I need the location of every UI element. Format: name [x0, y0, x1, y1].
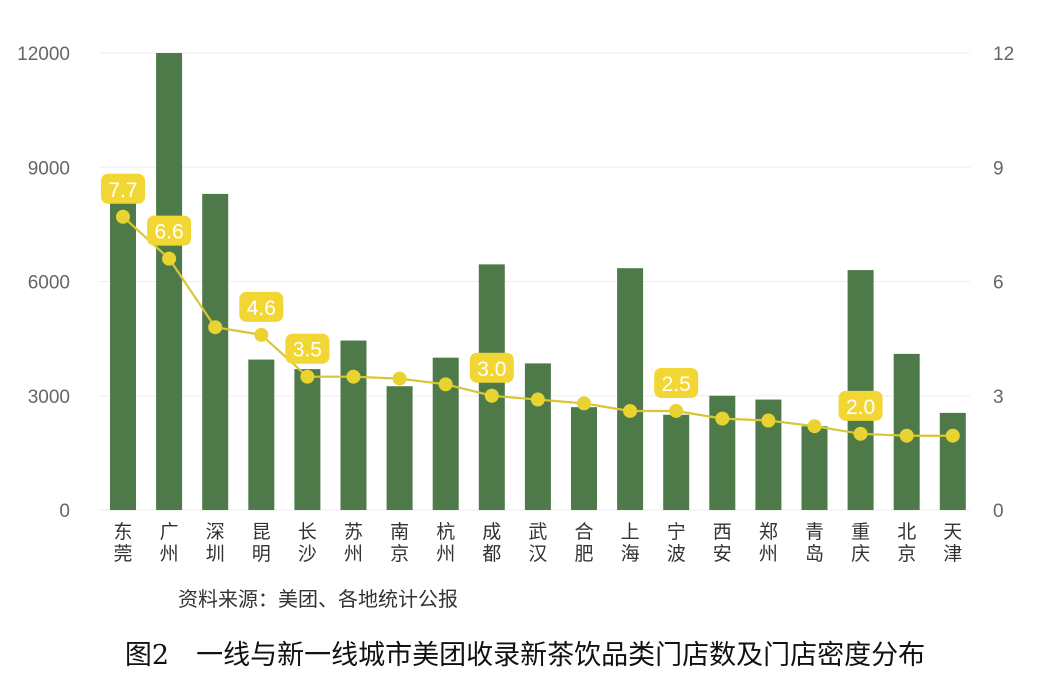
- line-point: [623, 403, 638, 418]
- bar: [294, 369, 321, 510]
- bar: [663, 414, 690, 510]
- line-point: [208, 320, 223, 335]
- x-tick-label: 武汉: [528, 521, 547, 565]
- x-tick-label: 广州: [160, 521, 179, 565]
- line-point: [669, 403, 684, 418]
- y-right-tick-label: 12: [993, 44, 1014, 65]
- x-tick-label: 西安: [713, 521, 732, 565]
- source-note: 资料来源：美团、各地统计公报: [178, 587, 458, 611]
- line-point: [853, 426, 868, 441]
- bar: [202, 193, 229, 511]
- bar: [939, 412, 966, 510]
- y-left-tick-label: 9000: [28, 158, 70, 179]
- x-tick-label: 重庆: [851, 521, 870, 565]
- y-left-tick-label: 0: [59, 501, 70, 522]
- x-tick-label: 郑州: [759, 521, 778, 565]
- data-label: 3.0: [477, 358, 506, 381]
- x-tick-label: 南京: [390, 521, 409, 565]
- line-point: [392, 371, 407, 386]
- bar: [248, 359, 275, 510]
- data-label-badge: [101, 173, 145, 204]
- line-point: [346, 369, 361, 384]
- x-tick-label: 苏州: [344, 521, 363, 565]
- combo-chart: 0 3000 6000 9000 12000 0 3 6 9 12 东莞广州深圳昆明长沙苏州南京杭州…: [17, 44, 1014, 565]
- y-right-tick-label: 0: [993, 501, 1004, 522]
- y-left-tick-label: 3000: [28, 387, 70, 408]
- line-point: [484, 388, 499, 403]
- line-point: [715, 411, 730, 426]
- x-tick-label: 青岛: [805, 521, 824, 565]
- bar: [386, 386, 413, 510]
- y-right-tick-label: 9: [993, 158, 1004, 179]
- data-label-badge: [654, 367, 699, 398]
- data-label: 6.6: [154, 221, 183, 244]
- x-tick-label: 长沙: [298, 521, 317, 565]
- line-point: [945, 428, 960, 443]
- bar: [617, 268, 644, 510]
- data-label: 3.5: [293, 339, 322, 362]
- line-point: [530, 392, 545, 407]
- line-point: [116, 209, 130, 224]
- line-point: [162, 251, 177, 266]
- line-point: [300, 369, 315, 384]
- y-right-tick-label: 3: [993, 387, 1004, 408]
- data-label: 2.0: [846, 396, 875, 419]
- bar: [801, 426, 828, 510]
- y-left-tick-label: 6000: [28, 273, 70, 294]
- bar: [478, 264, 505, 510]
- line-point: [761, 413, 776, 428]
- data-label-badge: [469, 352, 514, 383]
- bar: [110, 203, 136, 510]
- y-right-tick-label: 6: [993, 273, 1004, 294]
- line-point: [899, 428, 914, 443]
- bar: [571, 407, 597, 510]
- bar: [340, 340, 367, 510]
- bar: [524, 363, 551, 510]
- figure-caption: 图2 一线与新一线城市美团收录新茶饮品类门店数及门店密度分布: [124, 640, 926, 671]
- x-tick-label: 昆明: [252, 521, 271, 565]
- x-tick-label: 宁波: [667, 521, 686, 565]
- data-label: 2.5: [662, 373, 691, 396]
- data-label-badge: [147, 215, 192, 246]
- line-point: [807, 419, 822, 434]
- x-tick-label: 成都: [482, 521, 501, 565]
- line-point: [438, 377, 453, 392]
- x-tick-label: 上海: [621, 521, 640, 565]
- bar: [156, 53, 183, 510]
- data-label-badge: [239, 291, 284, 322]
- line-point: [577, 396, 591, 411]
- x-tick-label: 东莞: [113, 521, 132, 565]
- x-tick-label: 天津: [943, 521, 962, 565]
- line-point: [254, 327, 269, 342]
- y-left-tick-label: 12000: [17, 44, 70, 65]
- x-tick-label: 深圳: [206, 521, 225, 565]
- data-label-badge: [285, 333, 330, 364]
- bar: [847, 270, 874, 510]
- x-tick-label: 合肥: [574, 521, 593, 565]
- data-label-badge: [838, 390, 883, 421]
- data-label: 4.6: [247, 297, 276, 320]
- x-tick-label: 杭州: [436, 521, 455, 565]
- data-label: 7.7: [108, 179, 137, 202]
- x-tick-label: 北京: [897, 521, 916, 565]
